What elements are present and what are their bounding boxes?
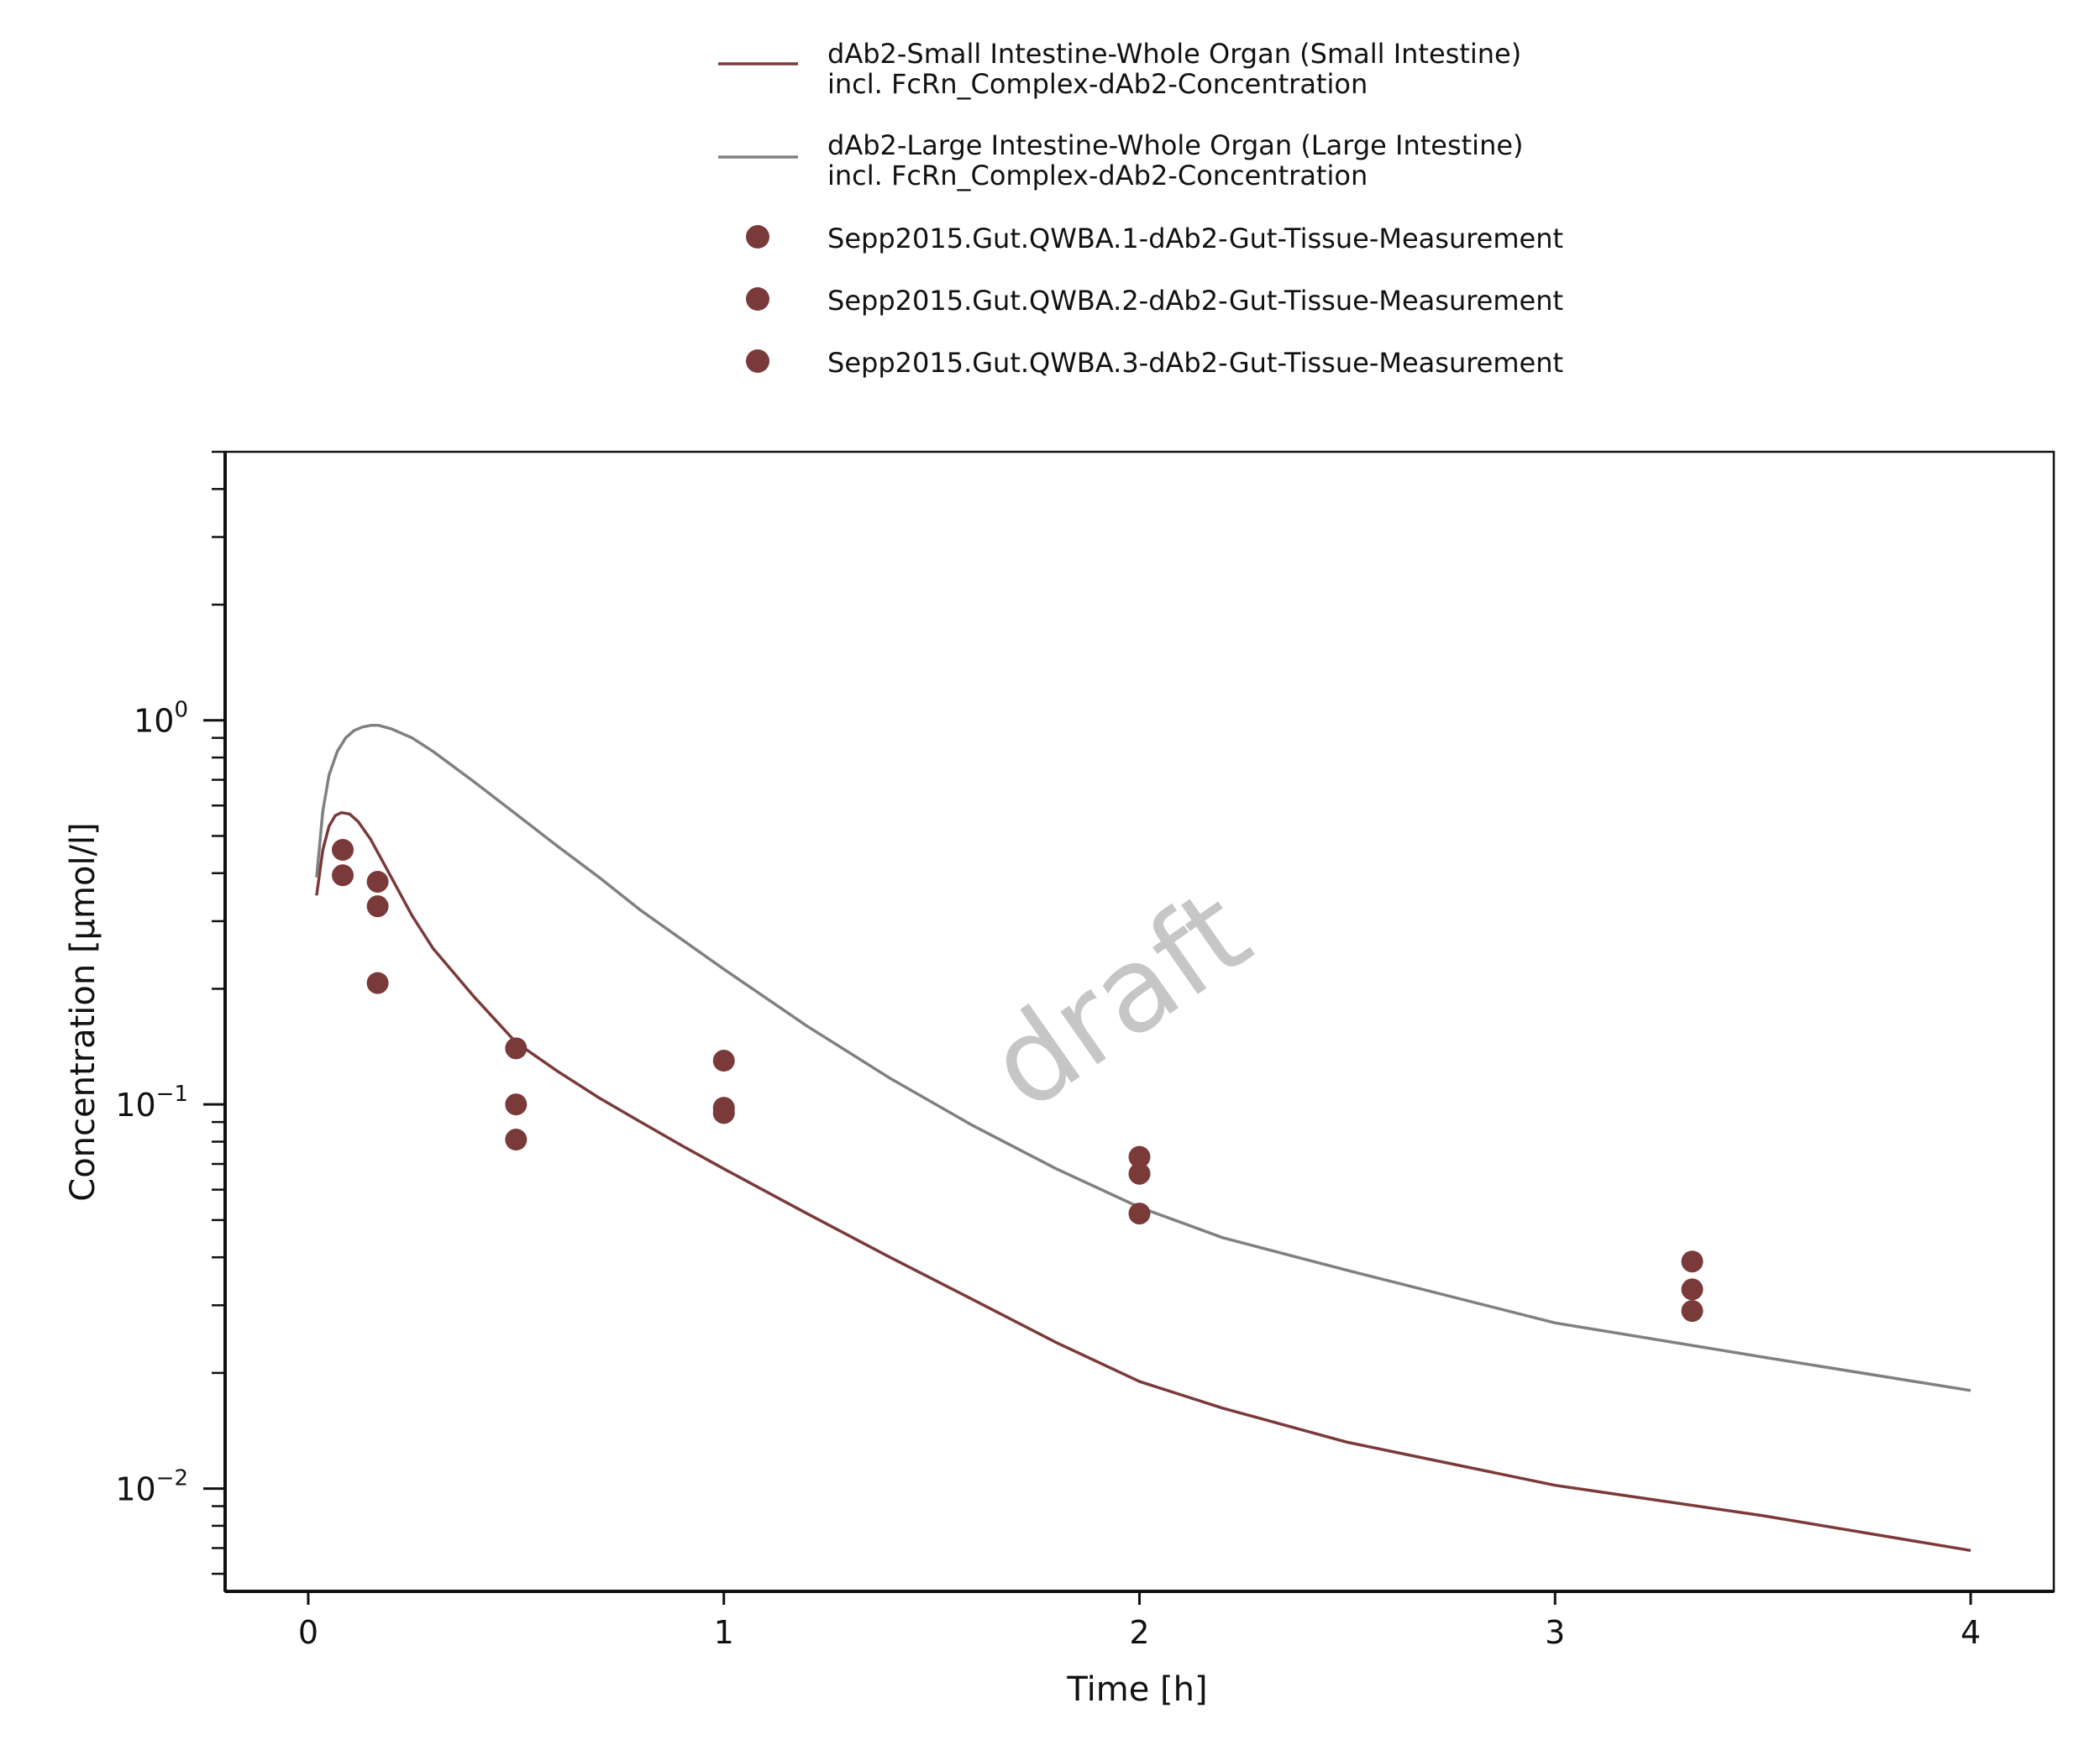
legend-swatch-dot [746,349,769,373]
legend-swatch-dot [746,225,769,249]
legend: dAb2-Small Intestine-Whole Organ (Small … [718,38,1563,379]
data-point [1681,1250,1704,1273]
x-tick-label: 2 [1129,1614,1149,1651]
data-point [1681,1300,1704,1323]
data-point [505,1037,528,1060]
data-point [1128,1203,1151,1225]
data-point [366,972,389,994]
axes: 0 1 2 3 4 10−2 10−1 100 [115,450,2055,1651]
data-point [366,895,389,918]
x-axis-label: Time [h] [1066,1670,1207,1709]
series-line-1 [315,810,1971,1553]
data-point [505,1129,528,1151]
legend-swatch-dot [746,287,769,311]
x-tick-label: 4 [1961,1614,1981,1651]
data-point [332,838,354,861]
y-tick-label: 10−1 [115,1082,188,1124]
data-point [505,1093,528,1116]
data-point [366,870,389,893]
data-point [1128,1162,1151,1185]
y-tick-label: 10−2 [115,1466,188,1508]
legend-entry-label: Sepp2015.Gut.QWBA.3-dAb2-Gut-Tissue-Meas… [827,347,1563,379]
x-tick-label: 0 [298,1614,318,1651]
series-line-2 [315,724,1971,1392]
x-tick-label: 3 [1545,1614,1565,1651]
data-point [712,1050,735,1072]
data-point [1681,1278,1704,1301]
x-tick-label: 1 [714,1614,734,1651]
data-point [332,864,354,887]
data-point [712,1102,735,1124]
legend-entry-label: incl. FcRn_Complex-dAb2-Concentration [827,68,1368,100]
data-point [1128,1145,1151,1168]
y-axis-label: Concentration [µmol/l] [64,822,102,1201]
legend-entry-label: dAb2-Large Intestine-Whole Organ (Large … [827,129,1524,161]
y-tick-label: 100 [134,698,188,740]
legend-entry-label: incl. FcRn_Complex-dAb2-Concentration [827,160,1368,191]
legend-entry-label: Sepp2015.Gut.QWBA.1-dAb2-Gut-Tissue-Meas… [827,223,1563,254]
legend-entry-label: dAb2-Small Intestine-Whole Organ (Small … [827,38,1521,70]
series-layer [315,724,1971,1553]
legend-entry-label: Sepp2015.Gut.QWBA.2-dAb2-Gut-Tissue-Meas… [827,285,1563,317]
watermark: draft [965,864,1273,1137]
